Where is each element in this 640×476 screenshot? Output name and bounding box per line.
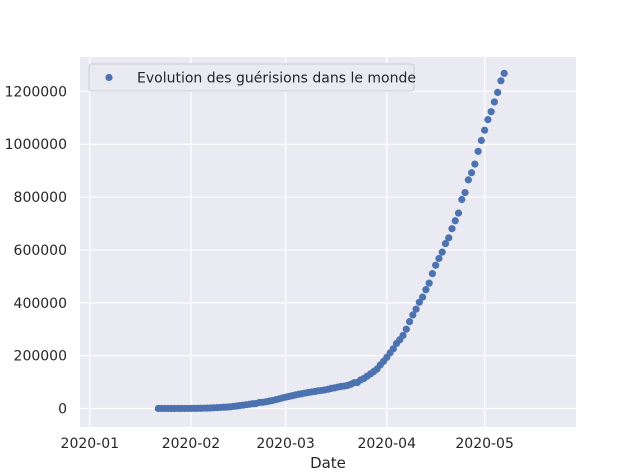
data-point bbox=[484, 116, 492, 124]
data-point bbox=[500, 69, 508, 77]
data-point bbox=[481, 126, 489, 134]
y-tick-label: 200000 bbox=[14, 349, 67, 365]
data-point bbox=[441, 240, 450, 248]
x-tick-label: 2020-05 bbox=[455, 436, 514, 452]
data-point bbox=[409, 311, 417, 319]
data-point bbox=[471, 160, 479, 168]
legend: Evolution des guérisions dans le monde bbox=[88, 63, 416, 92]
x-axis-label: Date bbox=[310, 454, 346, 472]
data-point bbox=[412, 305, 420, 313]
y-tick-label: 0 bbox=[58, 402, 67, 418]
data-point bbox=[477, 136, 485, 145]
y-tick-labels: 0 200000 400000 600000 800000 1000000 1200000 bbox=[5, 84, 67, 417]
data-point bbox=[432, 261, 440, 269]
data-point bbox=[405, 318, 414, 326]
y-tick-label: 1200000 bbox=[5, 84, 67, 100]
y-tick-label: 600000 bbox=[14, 243, 67, 259]
legend-box bbox=[88, 63, 415, 92]
data-point bbox=[428, 270, 437, 278]
data-point bbox=[494, 88, 502, 97]
data-point bbox=[422, 286, 430, 294]
data-point bbox=[454, 209, 463, 217]
data-point bbox=[419, 293, 427, 301]
x-tick-label: 2020-03 bbox=[256, 436, 315, 452]
y-tick-label: 400000 bbox=[14, 296, 67, 312]
data-point bbox=[467, 169, 476, 177]
data-point bbox=[497, 77, 505, 85]
data-point bbox=[445, 234, 453, 242]
data-point bbox=[438, 248, 446, 256]
legend-marker bbox=[105, 73, 113, 82]
x-tick-labels: 2020-01 2020-02 2020-03 2020-04 2020-05 bbox=[61, 436, 514, 452]
data-point bbox=[464, 176, 472, 184]
plot-background bbox=[80, 57, 576, 427]
x-tick-label: 2020-04 bbox=[357, 436, 416, 452]
data-point bbox=[389, 345, 397, 353]
data-point bbox=[435, 254, 443, 263]
data-point bbox=[474, 147, 482, 155]
data-points bbox=[154, 69, 508, 413]
data-point bbox=[448, 225, 456, 233]
data-point bbox=[402, 325, 410, 333]
data-point bbox=[425, 279, 433, 287]
data-point bbox=[487, 108, 495, 116]
x-tick-label: 2020-02 bbox=[162, 436, 221, 452]
y-tick-label: 1000000 bbox=[5, 137, 67, 153]
x-tick-label: 2020-01 bbox=[61, 436, 120, 452]
data-point bbox=[451, 217, 459, 225]
data-point bbox=[415, 298, 423, 306]
data-point bbox=[461, 188, 469, 197]
y-tick-label: 800000 bbox=[14, 190, 67, 206]
data-point bbox=[458, 195, 466, 204]
legend-label: Evolution des guérisions dans le monde bbox=[137, 71, 416, 87]
data-point bbox=[490, 98, 499, 106]
data-point bbox=[399, 331, 407, 340]
